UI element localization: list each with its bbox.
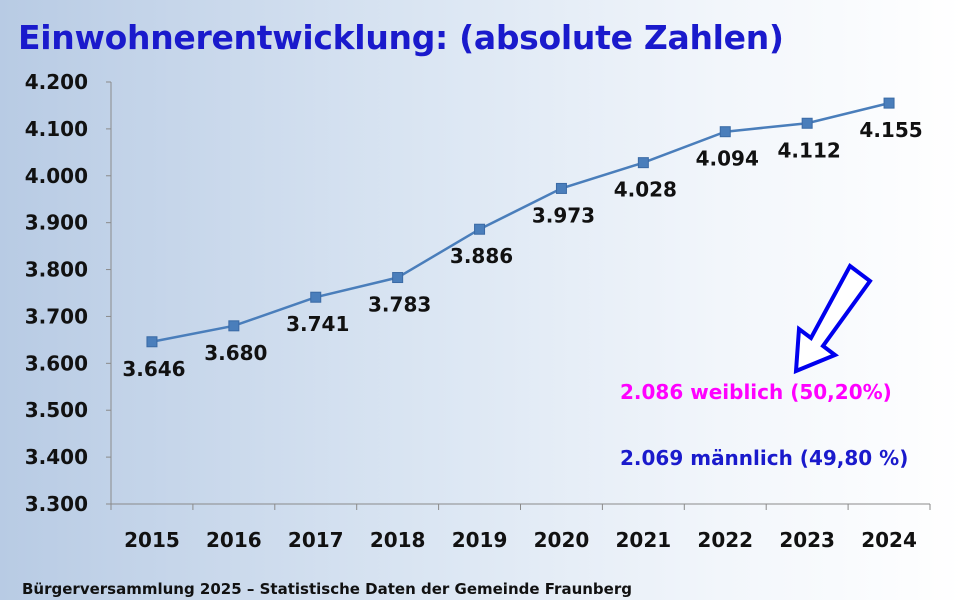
data-label: 3.680 (204, 341, 267, 365)
female-count-text: 2.086 weiblich (50,20%) (620, 380, 892, 404)
x-tick-label: 2015 (124, 528, 180, 552)
data-label: 4.112 (778, 138, 841, 162)
data-point-marker (637, 157, 649, 169)
data-label: 4.028 (614, 178, 677, 202)
chart-title: Einwohnerentwicklung: (absolute Zahlen) (18, 18, 784, 57)
footer-caption: Bürgerversammlung 2025 – Statistische Da… (22, 580, 632, 598)
x-tick-label: 2020 (534, 528, 590, 552)
y-tick-label: 3.300 (25, 492, 88, 516)
data-point-marker (392, 272, 404, 284)
y-tick-label: 4.000 (25, 164, 88, 188)
y-tick-label: 4.200 (25, 70, 88, 94)
data-point-marker (310, 291, 322, 303)
x-tick-label: 2024 (861, 528, 917, 552)
down-arrow-icon (793, 263, 873, 375)
y-tick-label: 3.900 (25, 211, 88, 235)
y-tick-label: 3.700 (25, 304, 88, 328)
data-point-marker (146, 336, 158, 348)
y-tick-label: 3.400 (25, 445, 88, 469)
data-point-marker (883, 97, 895, 109)
y-tick-label: 4.100 (25, 117, 88, 141)
x-tick-label: 2018 (370, 528, 426, 552)
data-point-marker (555, 182, 567, 194)
x-tick-label: 2023 (779, 528, 835, 552)
data-label: 4.155 (859, 118, 922, 142)
x-tick-label: 2021 (616, 528, 672, 552)
data-label: 3.783 (368, 293, 431, 317)
data-label: 3.886 (450, 244, 513, 268)
data-point-marker (719, 126, 731, 138)
x-tick-label: 2017 (288, 528, 344, 552)
data-label: 3.646 (122, 357, 185, 381)
data-point-marker (228, 320, 240, 332)
data-label: 3.973 (532, 203, 595, 227)
male-count-text: 2.069 männlich (49,80 %) (620, 446, 909, 470)
data-label: 3.741 (286, 312, 349, 336)
x-tick-label: 2022 (697, 528, 753, 552)
x-tick-label: 2019 (452, 528, 508, 552)
y-tick-label: 3.600 (25, 351, 88, 375)
y-tick-label: 3.500 (25, 398, 88, 422)
y-tick-label: 3.800 (25, 258, 88, 282)
x-tick-label: 2016 (206, 528, 262, 552)
series-line (151, 101, 890, 343)
data-point-marker (474, 223, 486, 235)
data-label: 4.094 (696, 147, 759, 171)
data-point-marker (801, 117, 813, 129)
